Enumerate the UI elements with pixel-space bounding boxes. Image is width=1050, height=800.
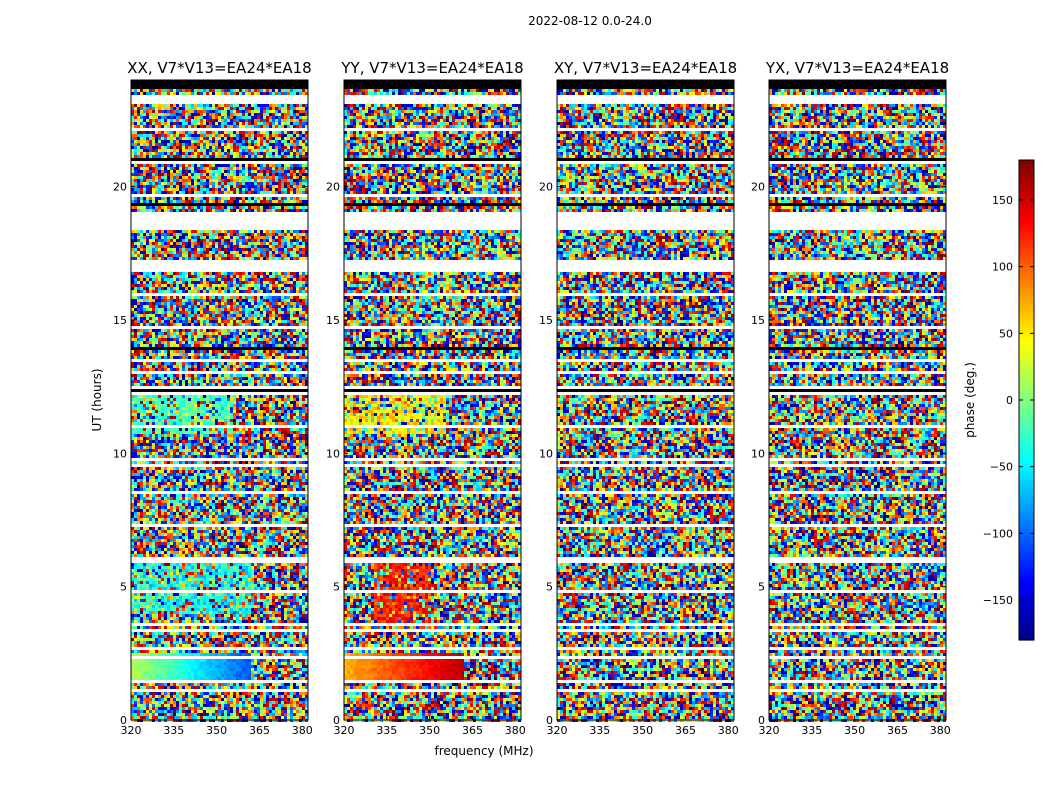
colorbar-tick-label: 150 xyxy=(992,194,1013,207)
x-tick-label: 335 xyxy=(801,724,822,737)
colorbar-tick-label: 50 xyxy=(999,327,1013,340)
y-tick-label: 15 xyxy=(326,314,340,327)
colorbar-tick-label: −150 xyxy=(983,594,1013,607)
x-tick-label: 335 xyxy=(163,724,184,737)
colorbar: 150 100 50 0 −50 −100 −150 phase (deg.) xyxy=(963,160,1034,641)
colorbar-tick-label: −100 xyxy=(983,527,1013,540)
y-tick-label: 20 xyxy=(751,181,765,194)
x-tick-label: 335 xyxy=(376,724,397,737)
x-tick-label: 365 xyxy=(249,724,270,737)
y-tick-label: 0 xyxy=(758,714,765,727)
y-tick-label: 5 xyxy=(120,581,127,594)
y-tick-label: 10 xyxy=(751,447,765,460)
x-tick-label: 380 xyxy=(718,724,739,737)
colorbar-tick-label: 0 xyxy=(1006,394,1013,407)
y-tick-label: 5 xyxy=(758,581,765,594)
x-tick-label: 350 xyxy=(419,724,440,737)
x-tick-label: 350 xyxy=(206,724,227,737)
x-tick-label: 350 xyxy=(844,724,865,737)
panel-title: YX, V7*V13=EA24*EA18 xyxy=(765,59,949,77)
panel-title: YY, V7*V13=EA24*EA18 xyxy=(340,59,523,77)
x-tick-label: 380 xyxy=(930,724,951,737)
y-tick-label: 15 xyxy=(751,314,765,327)
x-tick-label: 350 xyxy=(632,724,653,737)
x-tick-label: 365 xyxy=(462,724,483,737)
y-tick-label: 0 xyxy=(120,714,127,727)
x-tick-label: 380 xyxy=(292,724,313,737)
y-tick-label: 0 xyxy=(546,714,553,727)
x-tick-label: 365 xyxy=(675,724,696,737)
colorbar-tick-label: −50 xyxy=(990,461,1013,474)
y-tick-label: 20 xyxy=(326,181,340,194)
colorbar-label: phase (deg.) xyxy=(963,362,977,438)
x-tick-label: 365 xyxy=(887,724,908,737)
x-axis-label: frequency (MHz) xyxy=(434,744,533,758)
x-tick-label: 335 xyxy=(589,724,610,737)
panel-title: XY, V7*V13=EA24*EA18 xyxy=(554,59,737,77)
y-tick-label: 15 xyxy=(539,314,553,327)
panel-title: XX, V7*V13=EA24*EA18 xyxy=(127,59,311,77)
y-tick-label: 0 xyxy=(333,714,340,727)
y-tick-label: 20 xyxy=(539,181,553,194)
y-tick-label: 10 xyxy=(326,447,340,460)
y-tick-label: 20 xyxy=(113,181,127,194)
y-axis-label: UT (hours) xyxy=(90,368,104,431)
y-tick-label: 5 xyxy=(333,581,340,594)
y-tick-label: 15 xyxy=(113,314,127,327)
y-tick-label: 5 xyxy=(546,581,553,594)
x-tick-label: 380 xyxy=(505,724,526,737)
y-tick-label: 10 xyxy=(113,447,127,460)
colorbar-tick-label: 100 xyxy=(992,261,1013,274)
y-tick-label: 10 xyxy=(539,447,553,460)
